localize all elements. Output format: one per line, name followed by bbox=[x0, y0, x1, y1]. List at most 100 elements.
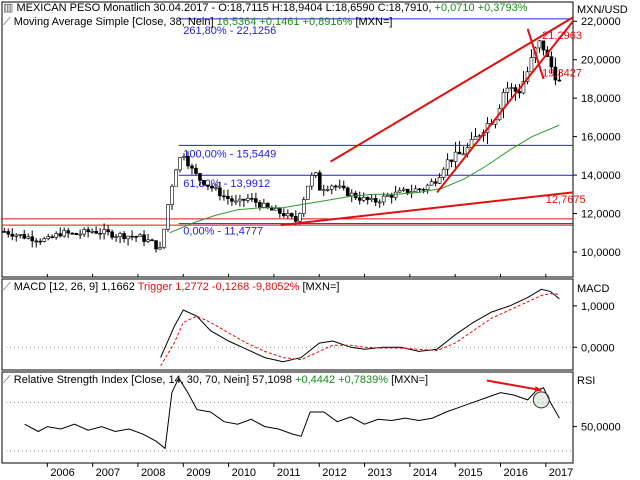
candle-body bbox=[341, 185, 346, 189]
price-panel: 261,80% - 22,1256 100,00% - 15,5449 61,80%… bbox=[2, 16, 586, 253]
candle-body bbox=[194, 167, 198, 174]
price-y-tick-label: 18,0000 bbox=[581, 93, 621, 105]
x-tick-label: 2008 bbox=[141, 467, 165, 479]
candle-body bbox=[66, 230, 70, 234]
trend-value-label: 21,2963 bbox=[542, 30, 582, 42]
candle-body bbox=[26, 236, 31, 239]
ma-header: ⟋ Moving Average Simple [Close, 38, Nein… bbox=[3, 16, 392, 29]
candle-body bbox=[14, 234, 19, 237]
candle-body bbox=[385, 195, 390, 197]
rsi-header: ⟋ Relative Strength Index [Close, 14, 30… bbox=[3, 374, 428, 387]
macd-line bbox=[160, 288, 560, 363]
candle-body bbox=[365, 196, 370, 201]
candle-body bbox=[30, 236, 35, 242]
trigger-values: 1,2772 -0,1268 -9,8052% bbox=[175, 281, 300, 293]
candle-body bbox=[34, 240, 39, 243]
candle-body bbox=[54, 233, 58, 238]
candle-body bbox=[94, 230, 98, 234]
candle-body bbox=[309, 175, 314, 187]
candle-body bbox=[521, 81, 526, 94]
rsi-change: +0,4442 +0,7839% bbox=[295, 374, 389, 386]
trendline bbox=[330, 16, 574, 163]
trendline bbox=[280, 191, 574, 227]
candle-body bbox=[349, 192, 354, 197]
macd-header: ⟋ MACD [12, 26, 9] 1,1662 Trigger 1,2772… bbox=[3, 281, 339, 294]
candle-body bbox=[150, 239, 154, 242]
candle-body bbox=[78, 233, 82, 236]
candle-body bbox=[437, 177, 442, 184]
macd-panel-frame bbox=[1, 278, 574, 371]
candle-body bbox=[262, 202, 266, 208]
candle-body bbox=[421, 189, 426, 191]
candle-body bbox=[417, 188, 422, 191]
candle-body bbox=[429, 181, 434, 186]
candle-body bbox=[549, 56, 554, 68]
macd-panel bbox=[160, 288, 560, 367]
candle-body bbox=[118, 233, 122, 237]
macd-y-tick-label: 0,0000 bbox=[581, 342, 615, 354]
candle-body bbox=[110, 231, 114, 238]
candle-body bbox=[509, 87, 514, 89]
x-tick-label: 2010 bbox=[232, 467, 256, 479]
price-y-tick-label: 14,0000 bbox=[581, 170, 621, 182]
macd-currency: [MXN=] bbox=[302, 281, 340, 293]
candle-body bbox=[541, 40, 546, 51]
candle-body bbox=[234, 200, 238, 203]
candle-body bbox=[146, 239, 150, 242]
candle-body bbox=[174, 169, 178, 187]
candle-body bbox=[397, 189, 402, 193]
candle-body bbox=[46, 236, 50, 240]
rsi-panel-frame bbox=[1, 371, 574, 464]
line-icon: ⟋ bbox=[3, 281, 14, 293]
candle-body bbox=[182, 155, 186, 158]
candle-body bbox=[557, 79, 562, 82]
x-tick-label: 2012 bbox=[322, 467, 346, 479]
line-icon: ⟋ bbox=[3, 16, 14, 28]
rsi-y-tick-label: 50,0000 bbox=[581, 422, 621, 434]
candle-body bbox=[222, 195, 226, 198]
candle-body bbox=[114, 236, 118, 238]
candle-body bbox=[345, 187, 350, 197]
rsi-line bbox=[24, 377, 560, 450]
candle-body bbox=[122, 233, 126, 240]
candle-body bbox=[329, 185, 334, 190]
candle-body bbox=[186, 155, 190, 167]
candle-body bbox=[142, 234, 146, 242]
candle-body bbox=[449, 159, 454, 162]
candle-body bbox=[226, 195, 230, 199]
candle-body bbox=[242, 198, 246, 201]
candle-body bbox=[325, 188, 330, 191]
candle-body bbox=[266, 202, 270, 208]
x-tick-label: 2009 bbox=[186, 467, 210, 479]
x-tick-label: 2013 bbox=[368, 467, 392, 479]
header-date: 30.04.2017 bbox=[153, 2, 209, 14]
candle-body bbox=[42, 238, 47, 242]
candle-body bbox=[22, 234, 27, 239]
price-y-tick-label: 12,0000 bbox=[581, 209, 621, 221]
instrument-name: MEXICAN PESO Monatlich bbox=[16, 2, 151, 14]
candle-body bbox=[381, 195, 386, 203]
candle-body bbox=[218, 187, 222, 197]
candle-body bbox=[357, 197, 362, 201]
trendline bbox=[436, 20, 574, 194]
candle-body bbox=[98, 232, 102, 235]
candle-body bbox=[302, 199, 306, 214]
line-icon: ⟋ bbox=[3, 374, 14, 386]
candle-body bbox=[10, 233, 15, 237]
trendline bbox=[526, 28, 545, 80]
candle-body bbox=[290, 213, 294, 217]
candle-body bbox=[425, 184, 430, 191]
candle-body bbox=[238, 198, 242, 202]
x-tick-label: 2016 bbox=[503, 467, 527, 479]
candle-body bbox=[361, 196, 366, 201]
candle-body bbox=[214, 187, 218, 190]
fib-label: 0,00% - 11,4777 bbox=[183, 226, 263, 238]
x-tick-label: 2014 bbox=[413, 467, 437, 479]
candle-body bbox=[441, 168, 446, 178]
candle-body bbox=[2, 231, 7, 233]
trigger-line bbox=[160, 292, 560, 367]
divergence-arrow bbox=[486, 379, 542, 392]
candle-body bbox=[74, 233, 78, 235]
candle-body bbox=[517, 91, 522, 94]
